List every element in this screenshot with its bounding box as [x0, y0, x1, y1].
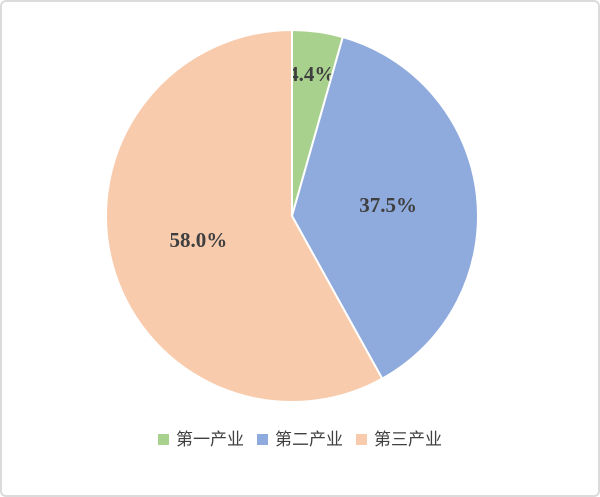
- legend-item-1: 第一产业: [158, 431, 244, 448]
- legend-label: 第一产业: [176, 430, 244, 449]
- legend: 第一产业 第二产业 第三产业: [2, 431, 598, 448]
- legend-item-2: 第二产业: [257, 431, 343, 448]
- legend-label: 第三产业: [374, 430, 442, 449]
- legend-label: 第二产业: [275, 430, 343, 449]
- data-label-1: 4.4%: [288, 62, 335, 86]
- data-label-3: 58.0%: [169, 228, 227, 252]
- legend-swatch-icon: [257, 434, 268, 445]
- pie-slice-3: [105, 29, 384, 403]
- legend-swatch-icon: [158, 434, 169, 445]
- data-label-2: 37.5%: [359, 193, 417, 217]
- pie-slice-2: [291, 36, 479, 380]
- legend-item-3: 第三产业: [356, 431, 442, 448]
- legend-swatch-icon: [356, 434, 367, 445]
